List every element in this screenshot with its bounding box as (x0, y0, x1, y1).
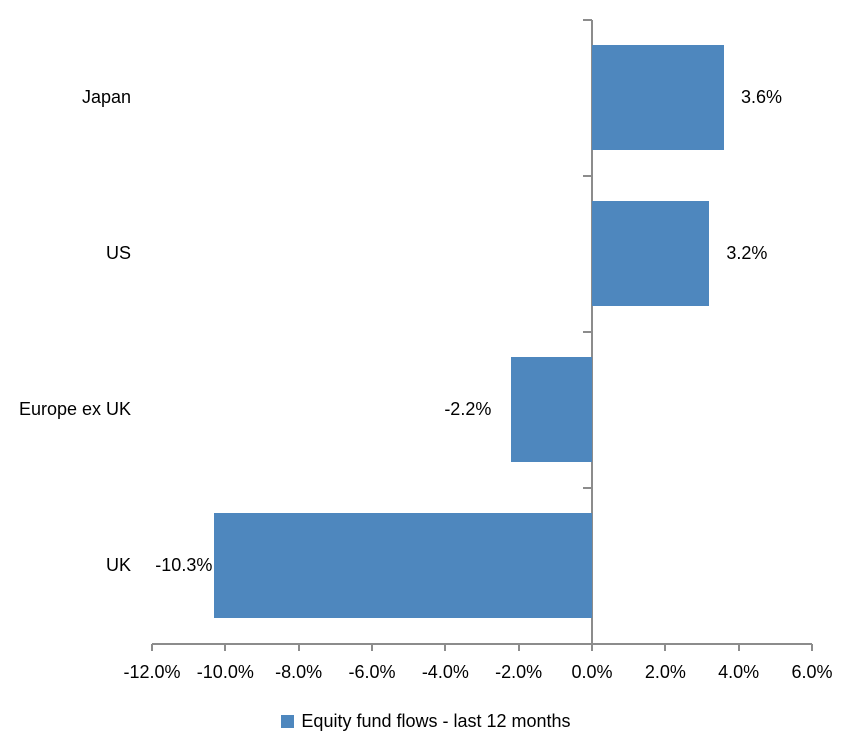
x-tick (224, 644, 227, 651)
category-label-europe-ex-uk: Europe ex UK (18, 398, 131, 419)
legend: Equity fund flows - last 12 months (0, 711, 852, 733)
x-tick (591, 644, 593, 651)
x-tick (444, 644, 447, 651)
x-tick-label: -12.0% (123, 662, 181, 682)
data-label-us: 3.2% (726, 243, 768, 264)
x-tick-label: 6.0% (791, 662, 833, 682)
category-label-us: US (105, 243, 131, 264)
category-axis-tick (583, 174, 592, 177)
x-tick-label: 4.0% (718, 662, 760, 682)
category-label-japan: Japan (81, 87, 131, 108)
x-tick (811, 644, 813, 651)
x-tick-label: -8.0% (275, 662, 323, 682)
data-label-europe-ex-uk: -2.2% (444, 398, 492, 419)
x-tick (737, 644, 740, 651)
x-tick-label: 2.0% (644, 662, 686, 682)
data-label-japan: 3.6% (741, 87, 783, 108)
x-tick (371, 644, 373, 651)
legend-label: Equity fund flows - last 12 months (301, 711, 571, 731)
bar-japan (592, 45, 724, 151)
x-tick-label: -2.0% (495, 662, 543, 682)
x-tick-label: 0.0% (571, 662, 613, 682)
x-tick (664, 644, 667, 651)
category-axis-line (591, 20, 593, 645)
category-axis-tick (583, 330, 592, 333)
category-axis-tick (583, 486, 592, 489)
x-tick (297, 644, 300, 651)
category-axis-tick (583, 19, 592, 21)
data-label-uk: -10.3% (155, 554, 213, 575)
category-label-uk: UK (105, 554, 131, 575)
bar-europe-ex-uk (511, 357, 592, 463)
bar-us (592, 201, 710, 307)
category-axis-tick (583, 642, 592, 645)
x-tick-label: -6.0% (348, 662, 396, 682)
x-tick (151, 644, 153, 651)
x-tick-label: -4.0% (421, 662, 469, 682)
bar-uk (214, 513, 592, 619)
legend-swatch (281, 715, 295, 729)
x-tick (517, 644, 520, 651)
value-axis-line (152, 643, 812, 645)
x-tick-label: -10.0% (196, 662, 254, 682)
